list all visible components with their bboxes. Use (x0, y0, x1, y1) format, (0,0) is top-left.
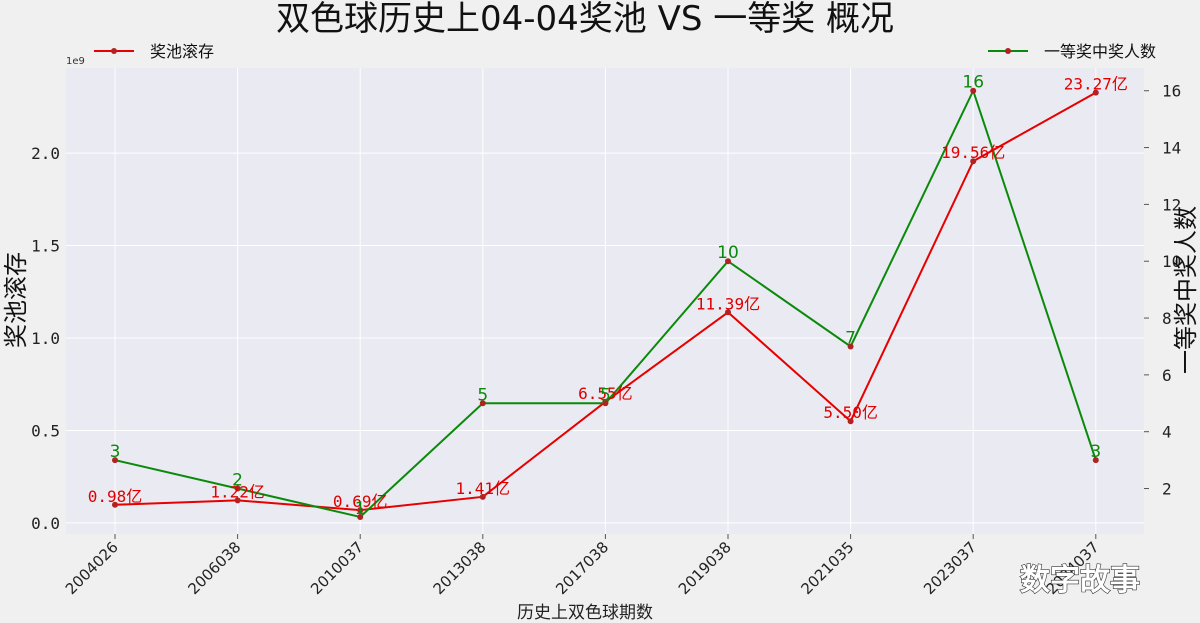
data-label-pool: 1.41亿 (456, 479, 511, 498)
right-y-tick-label: 6 (1162, 366, 1172, 385)
grid (66, 68, 1144, 534)
series-layer (112, 87, 1099, 520)
data-point-winners (970, 87, 977, 94)
x-axis-label: 历史上双色球期数 (517, 603, 653, 623)
data-point-winners (602, 400, 609, 407)
data-point-winners (1092, 457, 1099, 464)
data-label-winners: 2 (232, 471, 243, 491)
right-y-tick-label: 2 (1162, 480, 1172, 499)
legend-right: 一等奖中奖人数 (988, 42, 1156, 61)
x-tick-label: 2013038 (430, 538, 490, 598)
data-point-pool (479, 493, 486, 500)
legend-left: 奖池滚存 (94, 42, 214, 61)
x-tick-label: 2006038 (184, 538, 244, 598)
right-y-axis: 2 4 6 8 10 12 14 16 (1144, 82, 1181, 499)
data-point-pool (1092, 89, 1099, 96)
left-y-tick-label: 0.5 (31, 421, 60, 440)
legend-label-winners: 一等奖中奖人数 (1044, 42, 1156, 61)
legend-label-pool: 奖池滚存 (150, 42, 214, 61)
data-point-winners (479, 400, 486, 407)
data-point-pool (357, 507, 364, 514)
watermark: 数字故事 (1020, 563, 1140, 598)
data-label-pool: 6.55亿 (578, 384, 633, 403)
data-point-winners (234, 485, 241, 492)
data-label-pool: 1.22亿 (210, 482, 265, 501)
left-y-axis: 0.0 0.5 1.0 1.5 2.0 (31, 144, 60, 533)
data-label-winners: 3 (110, 442, 121, 462)
left-axis-scale-note: 1e9 (66, 56, 85, 67)
data-point-pool (847, 418, 854, 425)
data-label-winners: 5 (477, 385, 488, 405)
data-point-pool (234, 497, 241, 504)
data-label-pool: 19.56亿 (941, 143, 1005, 162)
data-label-pool: 23.27亿 (1064, 75, 1128, 94)
data-label-winners: 16 (962, 73, 984, 93)
x-tick-label: 2017038 (552, 538, 612, 598)
data-label-winners: 7 (845, 328, 856, 348)
legend-marker-winners (1005, 48, 1011, 54)
data-point-winners (725, 258, 731, 265)
data-label-pool: 0.98亿 (88, 487, 143, 506)
right-y-tick-label: 10 (1162, 252, 1181, 271)
data-label-winners: 1 (355, 499, 366, 519)
right-y-axis-label: 一等奖中奖人数 (1172, 206, 1200, 374)
data-label-pool: 0.69亿 (333, 492, 388, 511)
data-label-winners: 3 (1090, 442, 1101, 462)
x-axis: 2004026 2006038 2010037 2013038 2017038 20190… (62, 534, 1103, 598)
x-tick-label: 2021035 (797, 538, 857, 598)
data-point-pool (970, 158, 977, 165)
x-tick-label: 2010037 (307, 538, 367, 598)
right-y-tick-label: 8 (1162, 309, 1172, 328)
data-point-winners (847, 343, 854, 350)
left-y-axis-label: 奖池滚存 (2, 252, 30, 348)
left-y-tick-label: 1.5 (31, 237, 60, 256)
right-y-tick-label: 4 (1162, 423, 1172, 442)
data-labels: 0.98亿 1.22亿 0.69亿 1.41亿 6.55亿 11.39亿 5.50亿 19.5… (88, 73, 1128, 519)
chart-title: 双色球历史上04-04奖池 VS 一等奖 概况 (276, 0, 894, 39)
data-label-pool: 11.39亿 (696, 294, 760, 313)
data-point-winners (112, 457, 118, 464)
data-label-winners: 5 (600, 385, 611, 405)
data-label-pool: 5.50亿 (823, 403, 878, 422)
left-y-tick-label: 2.0 (31, 144, 60, 163)
right-y-tick-label: 14 (1162, 139, 1181, 158)
data-point-pool (112, 501, 118, 508)
left-y-tick-label: 0.0 (31, 514, 60, 533)
right-y-tick-label: 16 (1162, 82, 1181, 101)
x-tick-label: 2019038 (675, 538, 735, 598)
data-label-winners: 10 (717, 243, 739, 263)
data-point-winners (357, 513, 364, 520)
x-tick-label: 2004026 (62, 538, 122, 598)
legend-marker-pool (111, 48, 117, 54)
right-y-tick-label: 12 (1162, 195, 1181, 214)
left-y-tick-label: 1.0 (31, 329, 60, 348)
data-point-pool (725, 309, 731, 316)
x-tick-label: 2023037 (920, 538, 980, 598)
